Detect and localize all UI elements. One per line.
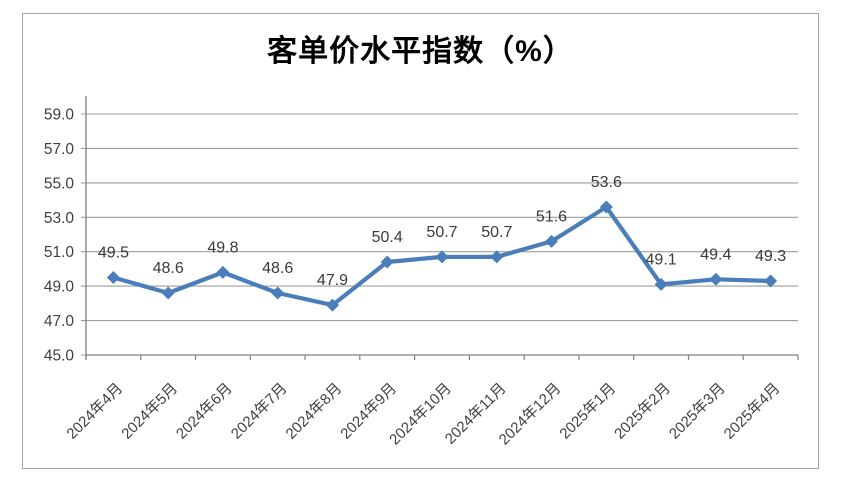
x-axis-tick-label: 2025年2月 — [611, 380, 674, 443]
data-point-marker — [216, 265, 230, 279]
data-point-label: 49.8 — [207, 239, 238, 256]
y-axis-tick-label: 53.0 — [44, 210, 75, 227]
data-point-label: 47.9 — [317, 272, 348, 289]
data-point-marker — [380, 255, 394, 269]
data-point-marker — [490, 250, 504, 264]
y-axis-tick-label: 47.0 — [44, 313, 75, 330]
x-axis-tick-label: 2024年4月 — [63, 380, 126, 443]
line-chart-plot: 45.047.049.051.053.055.057.059.02024年4月2… — [44, 96, 799, 448]
chart-frame: 客单价水平指数（%） 45.0 47.0 49.0 51.0 53.0 55.0 57.0 5… — [22, 13, 819, 469]
data-point-label: 49.1 — [646, 251, 677, 268]
data-point-label: 49.5 — [98, 245, 129, 262]
x-axis-tick-label: 2024年8月 — [283, 380, 346, 443]
data-point-marker — [326, 298, 339, 312]
data-point-marker — [654, 277, 668, 291]
data-point-label: 51.6 — [536, 208, 567, 225]
x-axis-tick-label: 2025年3月 — [666, 380, 729, 443]
data-point-label: 49.3 — [755, 248, 786, 265]
data-point-label: 50.7 — [481, 224, 512, 241]
data-point-marker — [106, 271, 120, 284]
y-axis-tick-label: 49.0 — [44, 279, 75, 296]
data-point-label: 50.7 — [426, 224, 457, 241]
data-point-label: 48.6 — [153, 260, 184, 277]
y-axis-tick-label: 57.0 — [44, 141, 75, 158]
data-point-marker — [764, 274, 778, 288]
chart-title: 客单价水平指数（%） — [267, 35, 574, 68]
x-axis-tick-label: 2024年5月 — [118, 380, 181, 443]
data-point-label: 48.6 — [262, 260, 293, 277]
data-point-label: 53.6 — [591, 174, 622, 191]
x-axis-tick-label: 2025年4月 — [721, 380, 784, 443]
x-axis-tick-label: 2024年7月 — [228, 380, 291, 443]
y-axis-tick-label: 45.0 — [44, 348, 75, 365]
data-point-marker — [161, 286, 175, 300]
x-axis-tick-label: 2024年6月 — [173, 380, 236, 443]
data-point-label: 50.4 — [372, 229, 403, 246]
data-point-marker — [271, 286, 285, 300]
data-point-marker — [435, 250, 449, 264]
y-axis-tick-label: 59.0 — [44, 107, 75, 124]
y-axis-tick-label: 51.0 — [44, 244, 75, 261]
y-axis-tick-label: 55.0 — [44, 175, 75, 192]
data-point-marker — [599, 200, 613, 214]
x-axis-tick-label: 2025年1月 — [556, 380, 619, 443]
data-point-label: 49.4 — [700, 246, 731, 263]
data-point-marker — [545, 234, 558, 248]
data-point-marker — [709, 272, 723, 286]
